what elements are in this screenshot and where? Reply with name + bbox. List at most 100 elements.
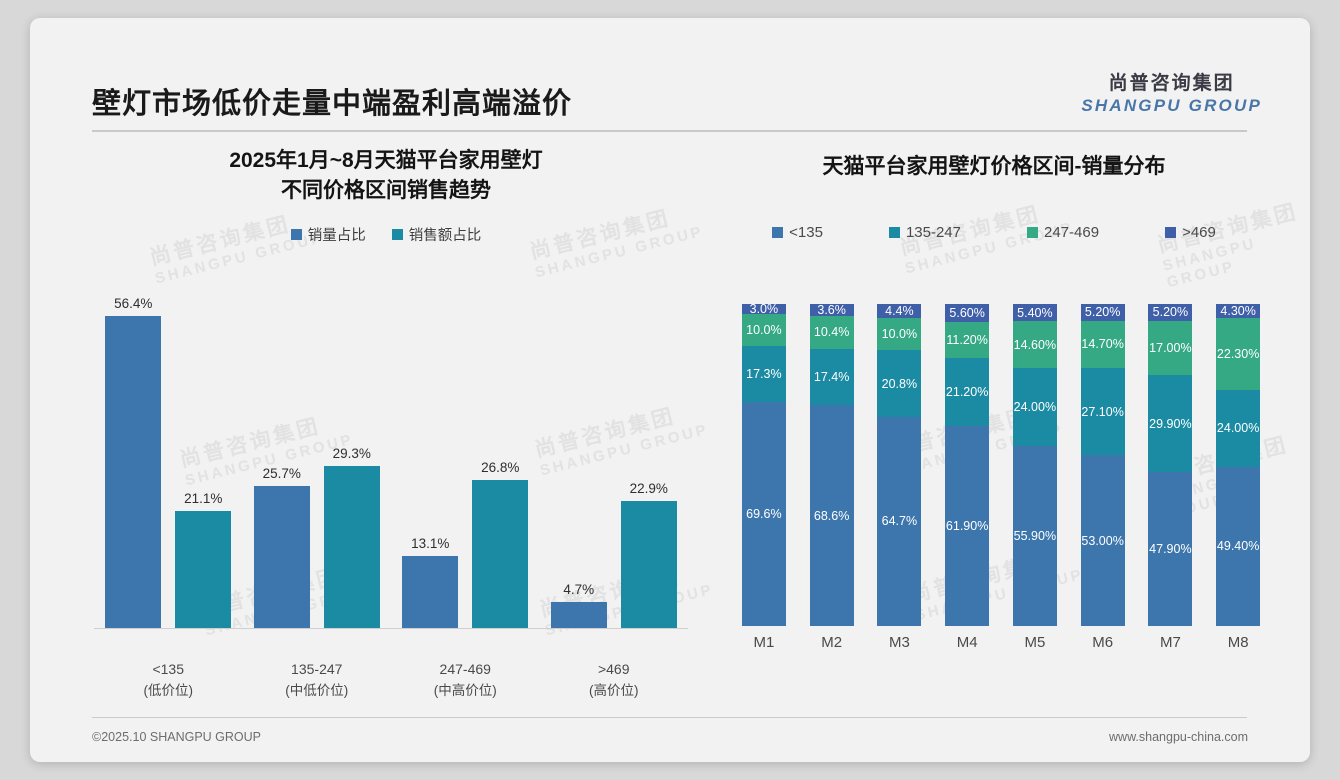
legend-item-247-469[interactable]: 247-469: [1027, 224, 1099, 241]
stacked-segment[interactable]: 14.70%: [1080, 320, 1125, 369]
stacked-segment[interactable]: 5.20%: [1148, 304, 1193, 321]
stacked-bar-column[interactable]: 3.0% 10.0% 17.3% 69.6%: [730, 302, 798, 626]
stacked-segment[interactable]: 27.10%: [1080, 368, 1125, 456]
x-axis-labels: M1 M2 M3 M4 M5 M6 M7 M8: [730, 634, 1272, 651]
stacked-segment[interactable]: 10.0%: [741, 313, 786, 346]
x-tick-range: 135-247: [291, 661, 343, 678]
x-axis-tick-label: M3: [888, 634, 910, 651]
stacked-segment[interactable]: 3.0%: [741, 302, 786, 316]
segment-value-label: 55.90%: [1013, 528, 1057, 543]
stacked-segment[interactable]: 10.0%: [877, 318, 922, 351]
logo-text-cn: 尚普咨询集团: [1108, 73, 1235, 94]
stacked-segment[interactable]: 29.90%: [1148, 375, 1193, 472]
stacked-segment[interactable]: 17.4%: [809, 349, 854, 406]
x-axis-tick-label: M8: [1227, 634, 1249, 651]
bar-column[interactable]: 21.1%: [175, 296, 232, 628]
stacked-segment[interactable]: 49.40%: [1216, 466, 1261, 626]
legend-item-volume[interactable]: 销量占比: [290, 224, 366, 245]
stacked-segment[interactable]: 5.20%: [1080, 304, 1125, 321]
bar-value-label: 4.7%: [563, 582, 595, 597]
x-tick-range: >469: [597, 661, 630, 678]
stacked-segment[interactable]: 24.00%: [1012, 368, 1057, 446]
stacked-segment[interactable]: 64.7%: [877, 417, 922, 626]
bar-rect[interactable]: [550, 602, 607, 628]
logo-text-en: SHANGPU GROUP: [1081, 96, 1262, 115]
bar-rect[interactable]: [472, 479, 529, 628]
stacked-segment[interactable]: 24.00%: [1216, 389, 1261, 467]
stacked-segment[interactable]: 21.20%: [945, 358, 990, 427]
slide-canvas: 尚普咨询集团 SHANGPU GROUP 尚普咨询集团 SHANGPU GROUP …: [30, 18, 1310, 762]
chart-title-left-line2: 不同价格区间销售趋势: [281, 178, 491, 202]
footer-divider: [92, 717, 1247, 718]
stacked-segment[interactable]: 3.6%: [809, 302, 854, 317]
segment-value-label: 22.30%: [1216, 346, 1260, 361]
stacked-segment[interactable]: 61.90%: [945, 426, 990, 626]
x-axis-tick-label: M7: [1159, 634, 1181, 651]
bar-group: 56.4% 21.1%: [94, 296, 243, 628]
segment-value-label: 3.6%: [817, 302, 846, 317]
stacked-bar-column[interactable]: 5.20% 14.70% 27.10% 53.00%: [1069, 304, 1137, 626]
bar-rect[interactable]: [253, 485, 310, 628]
bar-value-label: 22.9%: [629, 481, 668, 497]
bar-value-label: 21.1%: [184, 491, 223, 507]
segment-value-label: 11.20%: [946, 333, 988, 348]
legend-swatch-icon: [888, 226, 900, 238]
legend-item-135-247[interactable]: 135-247: [888, 224, 961, 241]
stacked-segment[interactable]: 14.60%: [1012, 321, 1057, 369]
bar-rect[interactable]: [620, 501, 677, 628]
bar-column[interactable]: 4.7%: [550, 296, 607, 628]
bar-column[interactable]: 26.8%: [472, 296, 529, 628]
x-axis-tick-label: M2: [821, 634, 843, 651]
bar-rect[interactable]: [175, 511, 232, 628]
stacked-segment[interactable]: 69.6%: [741, 401, 786, 626]
bar-rect[interactable]: [105, 316, 162, 628]
legend-item-<135[interactable]: <135: [772, 224, 823, 241]
bar-column[interactable]: 56.4%: [105, 296, 162, 628]
bar-column[interactable]: 25.7%: [253, 296, 310, 628]
stacked-segment[interactable]: 5.40%: [1012, 304, 1057, 322]
bar-column[interactable]: 22.9%: [620, 296, 677, 628]
stacked-segment[interactable]: 68.6%: [809, 405, 854, 626]
x-axis-tick-label: M5: [1024, 634, 1046, 651]
segment-value-label: 5.60%: [949, 306, 985, 321]
bar-value-label: 13.1%: [411, 535, 450, 551]
legend-item-revenue[interactable]: 销售额占比: [391, 224, 481, 245]
stacked-segment[interactable]: 4.4%: [877, 304, 922, 319]
stacked-bar: 3.6% 10.4% 17.4% 68.6%: [809, 302, 854, 626]
stacked-segment[interactable]: 5.60%: [945, 304, 990, 323]
stacked-bar-column[interactable]: 3.6% 10.4% 17.4% 68.6%: [798, 302, 866, 626]
stacked-segment[interactable]: 17.00%: [1148, 320, 1193, 376]
stacked-segment[interactable]: 53.00%: [1080, 455, 1125, 626]
x-axis-line: [94, 628, 688, 629]
legend-swatch-icon: [1027, 226, 1038, 238]
stacked-segment[interactable]: 20.8%: [877, 350, 922, 418]
footer-website[interactable]: www.shangpu-china.com: [1109, 730, 1248, 744]
stacked-segment[interactable]: 17.3%: [741, 345, 786, 402]
stacked-bar: 4.30% 22.30% 24.00% 49.40%: [1216, 304, 1261, 626]
stacked-segment[interactable]: 55.90%: [1012, 445, 1057, 626]
bar-column[interactable]: 29.3%: [323, 296, 380, 628]
stacked-segment[interactable]: 22.30%: [1216, 317, 1261, 390]
page-title: 壁灯市场低价走量中端盈利高端溢价: [92, 88, 573, 120]
segment-value-label: 49.40%: [1216, 539, 1260, 554]
stacked-bar-column[interactable]: 4.4% 10.0% 20.8% 64.7%: [866, 304, 934, 626]
bar-value-label: 26.8%: [481, 459, 520, 475]
stacked-bar-column[interactable]: 5.60% 11.20% 21.20% 61.90%: [933, 304, 1001, 626]
bar-rect[interactable]: [323, 465, 380, 628]
legend-item->469[interactable]: >469: [1165, 224, 1216, 241]
stacked-bar-column[interactable]: 4.30% 22.30% 24.00% 49.40%: [1204, 304, 1272, 626]
stacked-bar-column[interactable]: 5.40% 14.60% 24.00% 55.90%: [1001, 304, 1069, 626]
segment-value-label: 10.4%: [813, 325, 850, 340]
stacked-segment[interactable]: 47.90%: [1148, 471, 1193, 626]
stacked-segment[interactable]: 11.20%: [945, 322, 990, 359]
x-axis-tick-label: 247-469 (中高价位): [391, 659, 540, 702]
stacked-segment[interactable]: 10.4%: [809, 315, 854, 350]
segment-value-label: 27.10%: [1081, 404, 1124, 419]
stacked-bar-column[interactable]: 5.20% 17.00% 29.90% 47.90%: [1137, 304, 1205, 626]
stacked-segment[interactable]: 4.30%: [1216, 304, 1261, 318]
bar-column[interactable]: 13.1%: [402, 296, 459, 628]
bar-rect[interactable]: [402, 555, 459, 628]
stacked-bar-plot-area: 3.0% 10.0% 17.3% 69.6% 3.6% 10.4% 17.4% 68.6% 4.…: [730, 302, 1272, 626]
stacked-bar: 5.40% 14.60% 24.00% 55.90%: [1012, 304, 1057, 626]
x-tick-range: 247-469: [439, 661, 491, 678]
